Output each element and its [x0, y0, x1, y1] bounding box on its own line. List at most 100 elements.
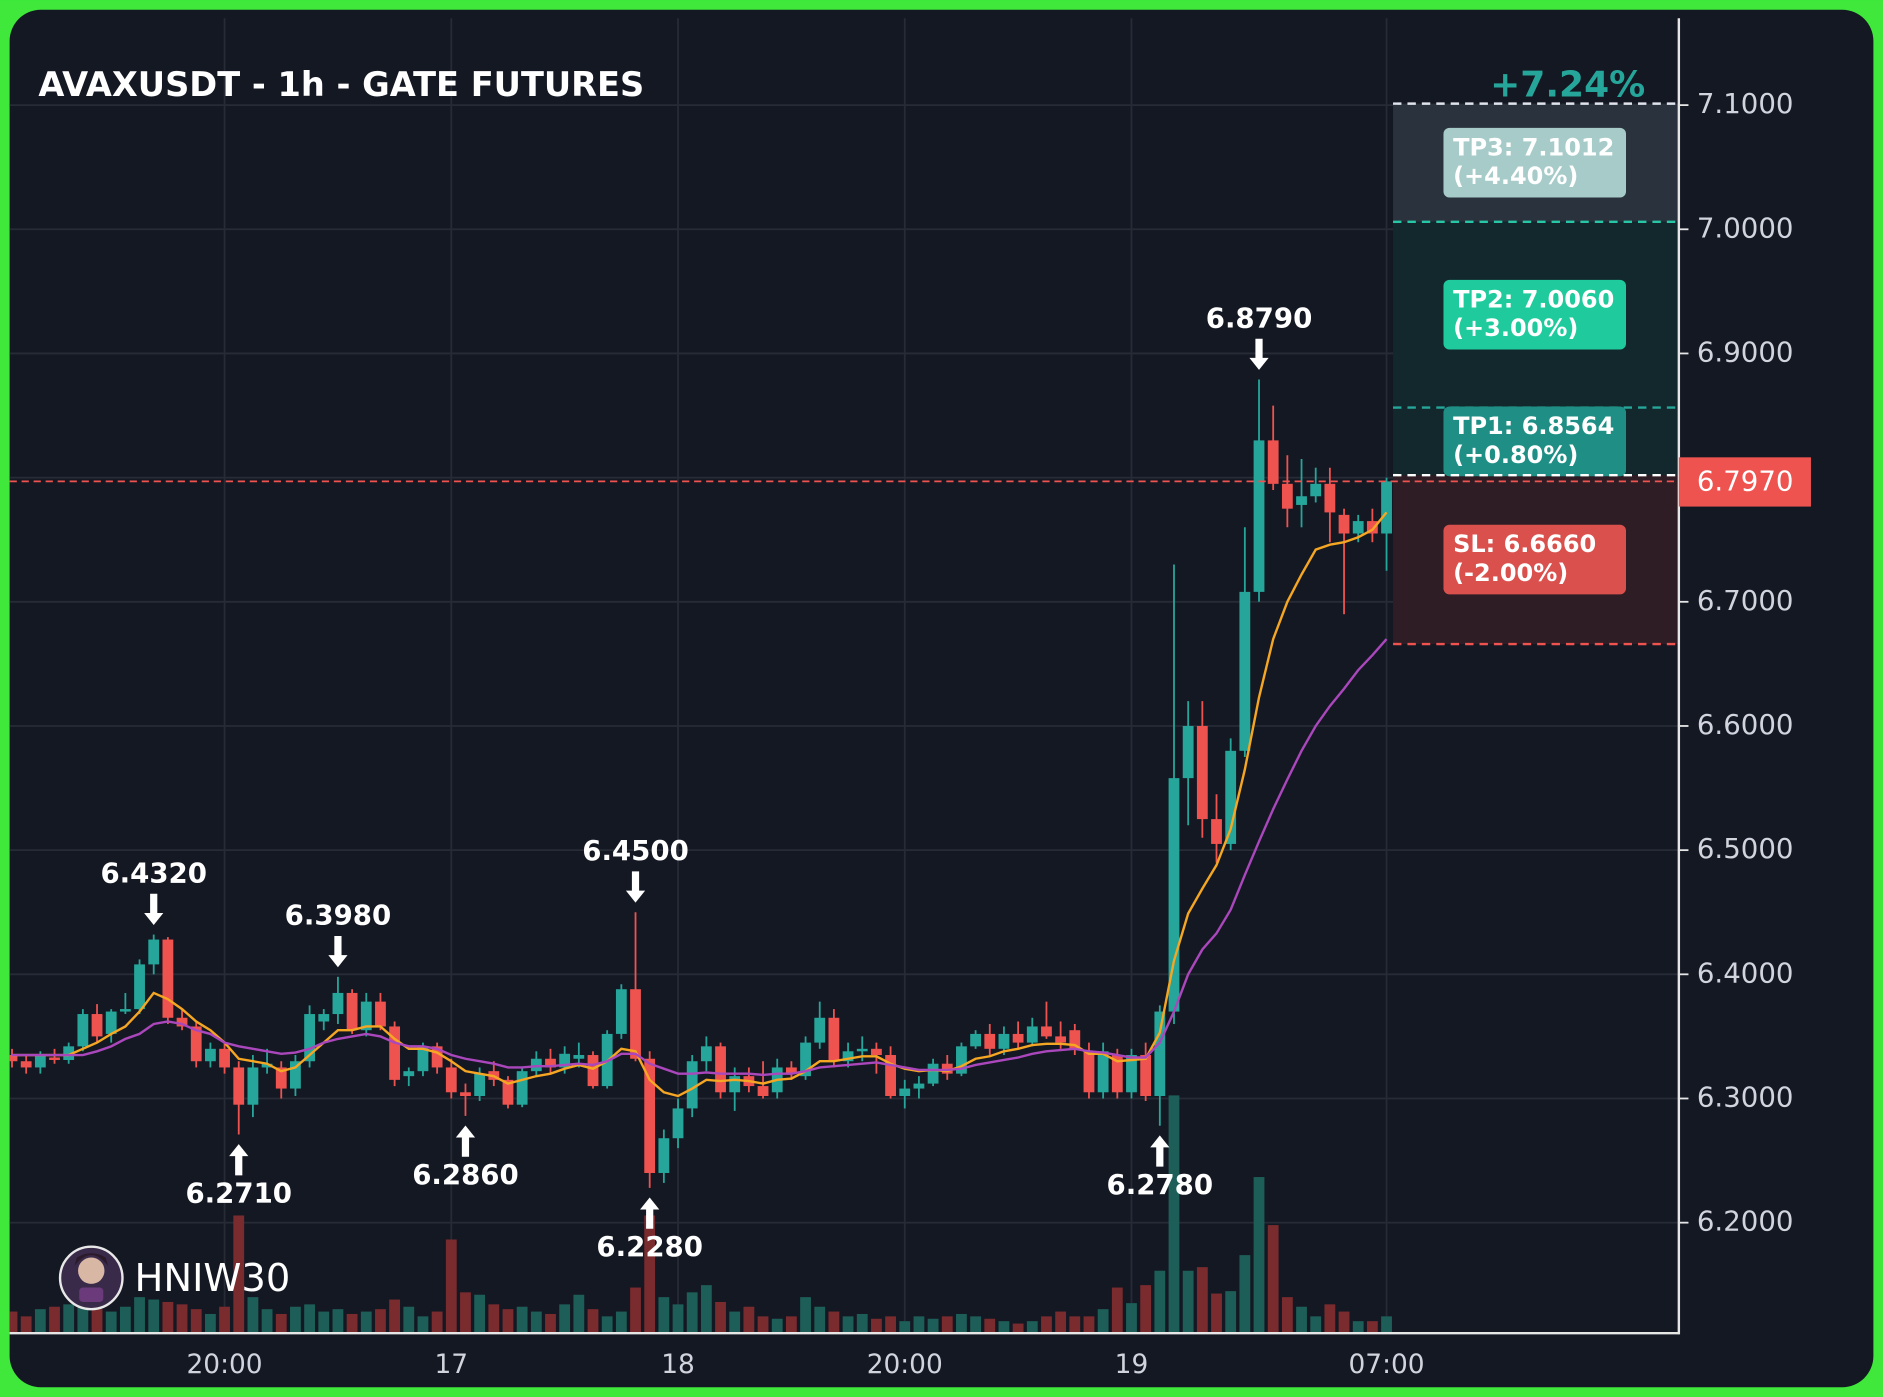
volume-bar: [375, 1309, 386, 1334]
candle-body: [460, 1092, 471, 1097]
volume-bar: [984, 1318, 996, 1334]
candle-body: [318, 1014, 330, 1022]
avatar-hair: [74, 1253, 109, 1266]
candle-body: [1154, 1011, 1166, 1097]
candle-body: [729, 1076, 741, 1093]
volume-bar: [1281, 1297, 1293, 1334]
volume-bar: [516, 1306, 528, 1334]
candle-body: [941, 1063, 953, 1074]
low-label: 6.2860: [412, 1158, 519, 1191]
volume-bar: [304, 1304, 315, 1334]
volume-bar: [431, 1311, 443, 1334]
candle-body: [233, 1067, 245, 1105]
volume-bar: [1111, 1287, 1123, 1334]
volume-bar: [1083, 1316, 1095, 1334]
level-note: (+4.40%): [1453, 162, 1578, 190]
last-price-tag: [1678, 457, 1811, 507]
volume-bar: [1239, 1255, 1251, 1334]
level-note: (+0.80%): [1453, 441, 1578, 469]
volume-bar: [91, 1309, 103, 1334]
level-box: [1443, 279, 1627, 350]
volume-bar: [1267, 1225, 1279, 1334]
volume-bar: [389, 1299, 401, 1334]
level-note: (+3.00%): [1453, 314, 1578, 342]
candle-body: [516, 1071, 528, 1105]
volume-bar: [686, 1292, 698, 1334]
candle-body: [1296, 496, 1307, 505]
candle-body: [970, 1033, 982, 1047]
volume-bar: [941, 1316, 953, 1334]
level-label: TP3: 7.1012: [1453, 133, 1614, 161]
volume-bar: [332, 1309, 344, 1334]
volume-bar: [261, 1309, 273, 1334]
volume-bar: [502, 1309, 514, 1334]
candle-body: [1239, 591, 1251, 751]
candle-body: [431, 1046, 443, 1068]
candle-body: [1140, 1055, 1152, 1097]
y-tick-label: 6.7000: [1697, 584, 1794, 617]
volume-bar: [417, 1316, 429, 1334]
x-tick-label: 20:00: [187, 1349, 263, 1380]
y-tick-label: 6.9000: [1697, 335, 1794, 368]
volume-bar: [1352, 1321, 1364, 1334]
volume-bar: [700, 1285, 712, 1334]
candle-body: [346, 992, 358, 1031]
candle-body: [1083, 1051, 1095, 1093]
candle-body: [715, 1046, 726, 1093]
avatar-face: [78, 1257, 105, 1284]
ma-line: [12, 511, 1388, 1098]
candle-body: [1338, 514, 1350, 534]
candle-body: [757, 1086, 769, 1097]
candle-body: [49, 1057, 60, 1060]
change-label: +7.24%: [1490, 65, 1645, 106]
low-label: 6.2780: [1107, 1168, 1214, 1201]
volume-bar: [190, 1309, 202, 1334]
low-label: 6.2280: [596, 1230, 703, 1263]
volume-bar: [162, 1301, 174, 1334]
candle-body: [1168, 778, 1180, 1012]
candle-body: [785, 1067, 797, 1074]
candle-body: [1055, 1036, 1067, 1043]
candle-body: [304, 1014, 315, 1062]
candle-body: [219, 1048, 230, 1068]
volume-bar: [1324, 1304, 1336, 1334]
volume-bar: [913, 1316, 925, 1334]
x-tick-label: 20:00: [867, 1349, 943, 1380]
volume-bar: [842, 1316, 854, 1334]
candle-body: [630, 989, 641, 1059]
candle-body: [800, 1042, 811, 1077]
level-note: (-2.00%): [1453, 559, 1568, 587]
high-label: 6.4320: [100, 857, 207, 890]
candle-body: [1111, 1055, 1123, 1093]
candle-body: [1281, 483, 1293, 509]
volume-bar: [1381, 1316, 1392, 1334]
candle-body: [1211, 819, 1222, 844]
volume-bar: [1366, 1321, 1378, 1334]
candle-body: [545, 1058, 556, 1068]
volume-bar: [800, 1297, 811, 1334]
volume-bar: [1338, 1311, 1350, 1334]
volume-bar: [134, 1297, 145, 1334]
y-tick-label: 7.0000: [1697, 211, 1794, 244]
arrow-down: [625, 871, 646, 903]
arrow-up: [1150, 1135, 1170, 1167]
candle-body: [615, 989, 627, 1034]
candle-body: [814, 1017, 826, 1043]
candle-body: [77, 1014, 89, 1047]
candle-body: [275, 1067, 287, 1089]
candle-body: [247, 1067, 259, 1105]
level-box: [1443, 406, 1627, 477]
candle-body: [828, 1017, 840, 1062]
candle-body: [176, 1017, 188, 1027]
candle-body: [913, 1083, 925, 1089]
candle-body: [1310, 483, 1322, 497]
last-price-label: 6.7970: [1697, 465, 1794, 498]
arrow-up: [229, 1144, 249, 1176]
volume-bar: [1097, 1309, 1109, 1334]
candle-body: [587, 1055, 599, 1087]
volume-bar: [658, 1297, 670, 1334]
volume-bar: [9, 1311, 18, 1334]
volume-bar: [856, 1313, 868, 1334]
volume-bar: [1310, 1316, 1322, 1334]
